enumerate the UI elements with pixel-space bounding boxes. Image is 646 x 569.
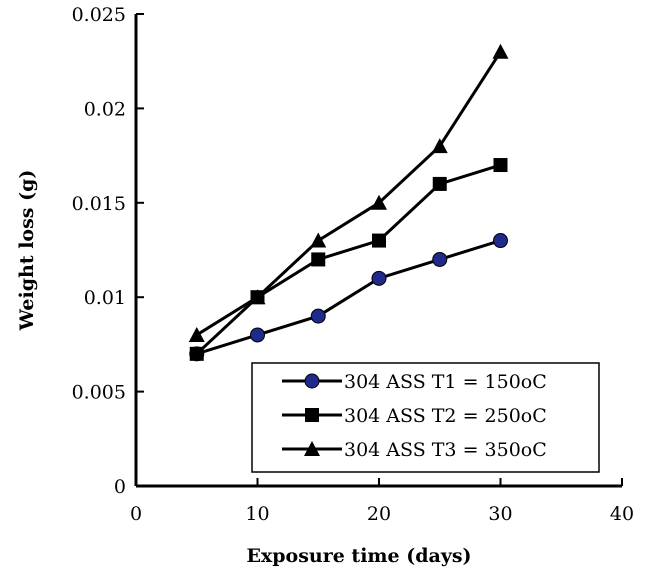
legend-item-3: 304 ASS T3 = 350oC: [282, 439, 547, 461]
y-tick-label: 0.025: [72, 4, 126, 26]
series-layer: [188, 43, 509, 362]
x-tick-label: 40: [610, 503, 634, 525]
series-line: [196, 239, 501, 356]
legend-label: 304 ASS T2 = 250oC: [344, 405, 547, 427]
data-point-triangle: [431, 138, 448, 154]
legend: 304 ASS T1 = 150oC 304 ASS T2 = 250oC 304 …: [251, 362, 600, 473]
legend-item-1: 304 ASS T1 = 150oC: [282, 371, 547, 393]
x-tick-label: 0: [130, 503, 142, 525]
data-point-circle: [304, 373, 320, 389]
data-point-square: [493, 158, 508, 173]
legend-label: 304 ASS T3 = 350oC: [344, 439, 547, 461]
data-point-triangle: [492, 43, 509, 59]
y-tick-label: 0: [114, 476, 126, 498]
data-point-square: [305, 408, 319, 422]
legend-label: 304 ASS T1 = 150oC: [344, 371, 547, 393]
series-2: [189, 158, 508, 361]
legend-item-2: 304 ASS T2 = 250oC: [282, 405, 547, 427]
series-line: [195, 163, 501, 355]
x-tick-label: 30: [488, 503, 512, 525]
x-axis-title: Exposure time (days): [246, 545, 471, 567]
data-point-triangle: [310, 232, 327, 248]
ticks: 0 0.005 0.01 0.015 0.02 0.025 0 10 20 30 40: [72, 4, 635, 525]
data-point-circle: [371, 270, 387, 286]
data-point-square: [189, 346, 204, 361]
x-tick-label: 10: [245, 503, 269, 525]
x-tick-label: 20: [367, 503, 391, 525]
data-point-triangle: [304, 441, 320, 456]
series-line: [195, 50, 502, 337]
data-point-square: [311, 252, 326, 267]
data-point-circle: [432, 251, 448, 267]
data-point-circle: [493, 233, 508, 249]
series-3: [188, 43, 509, 342]
series-1: [189, 233, 508, 362]
y-tick-label: 0.005: [72, 382, 126, 404]
data-point-triangle: [188, 326, 205, 342]
data-point-square: [432, 176, 447, 191]
y-tick-label: 0.02: [84, 98, 126, 120]
y-tick-label: 0.015: [72, 193, 126, 215]
data-point-square: [372, 233, 386, 248]
y-tick-label: 0.01: [84, 287, 126, 309]
data-point-circle: [310, 308, 326, 324]
data-point-triangle: [249, 289, 266, 305]
data-point-triangle: [371, 194, 387, 210]
y-axis-title: Weight loss (g): [16, 170, 38, 332]
data-point-circle: [250, 327, 265, 343]
